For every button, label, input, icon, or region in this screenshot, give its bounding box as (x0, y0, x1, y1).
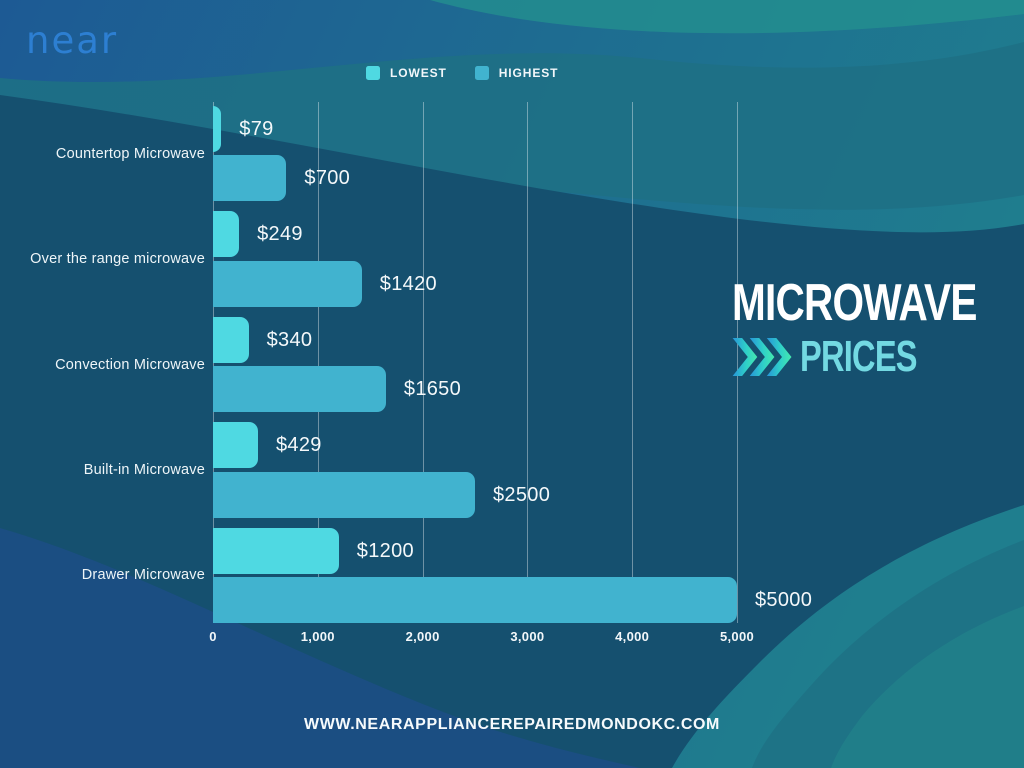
legend-item-lowest: LOWEST (366, 66, 447, 80)
bar-highest (213, 577, 737, 623)
title-subrow: PRICES (732, 331, 1012, 381)
footer-url: WWW.NEARAPPLIANCEREPAIREDMONDOKC.COM (304, 716, 720, 733)
bar-value-label: $429 (276, 434, 322, 457)
category-label: Convection Microwave (55, 356, 205, 373)
plot-area: 0 1,000 2,000 3,000 4,000 5,000 $79 $700 $249 $14… (209, 102, 812, 644)
x-tick-label: 2,000 (405, 629, 440, 644)
bar-highest (213, 155, 287, 202)
bar-lowest (213, 422, 258, 469)
x-tick-label: 4,000 (615, 629, 650, 644)
bar-value-label: $2500 (493, 483, 551, 506)
legend-label-lowest: LOWEST (390, 66, 447, 80)
legend-label-highest: HIGHEST (498, 66, 559, 80)
bar-highest (213, 260, 362, 307)
x-tick-label: 5,000 (719, 629, 755, 644)
bar-lowest (213, 106, 222, 152)
bar-value-label: $340 (266, 328, 313, 351)
bar-value-label: $1420 (379, 272, 437, 295)
bar-highest (213, 471, 475, 518)
highest-swatch-icon (474, 66, 489, 80)
bar-lowest (213, 211, 240, 258)
bar-value-label: $79 (239, 118, 274, 140)
bar-value-label: $700 (304, 167, 351, 190)
gridline (737, 102, 738, 623)
x-tick-label: 0 (209, 629, 217, 644)
triple-chevron-right-icon (732, 337, 792, 376)
x-tick-label: 3,000 (510, 629, 545, 644)
category-label: Built-in Microwave (83, 461, 205, 478)
gridline (527, 102, 529, 623)
bar-lowest (213, 316, 249, 363)
bar-value-label: $1200 (356, 539, 414, 562)
gridline (422, 102, 424, 623)
x-tick-label: 1,000 (300, 629, 335, 644)
legend-item-highest: HIGHEST (474, 66, 559, 80)
category-label: Drawer Microwave (81, 567, 205, 584)
bar-value-label: $1650 (403, 378, 462, 401)
page-title: MICROWAVE (732, 274, 977, 332)
chart-legend: LOWEST HIGHEST (366, 66, 558, 80)
lowest-swatch-icon (366, 66, 380, 80)
bar-highest (213, 366, 386, 413)
category-label: Countertop Microwave (55, 145, 205, 162)
bar-value-label: $249 (257, 223, 303, 246)
title-block: MICROWAVE PRICES (732, 276, 1012, 379)
bar-lowest (213, 527, 339, 574)
brand-logo: near (26, 19, 119, 62)
category-label: Over the range microwave (30, 251, 205, 268)
page-subtitle: PRICES (800, 331, 918, 381)
gridline (632, 102, 634, 623)
bar-value-label: $5000 (755, 589, 813, 611)
gridline (317, 102, 319, 623)
